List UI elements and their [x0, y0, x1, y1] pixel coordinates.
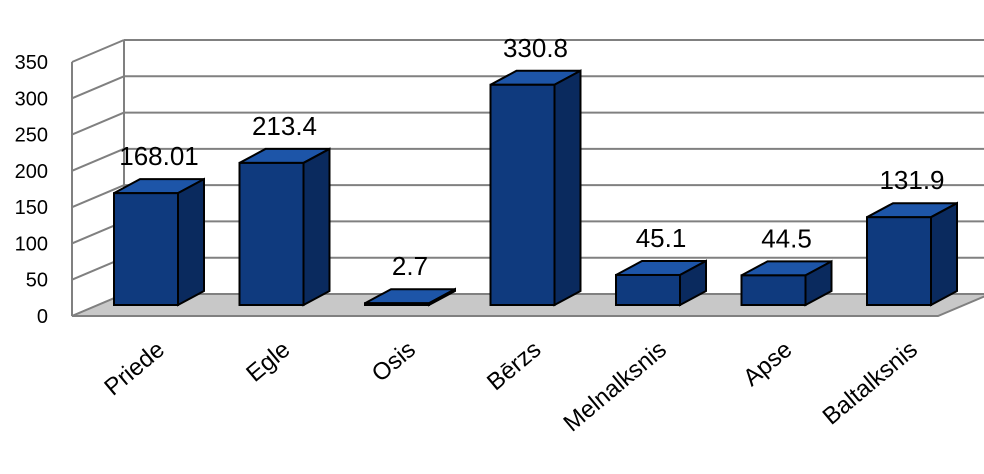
y-tick-label: 300 — [15, 88, 48, 110]
y-tick-label: 0 — [37, 306, 48, 328]
bar-front — [740, 274, 807, 306]
category-label: Melnalksnis — [558, 336, 671, 437]
bar-osis — [364, 287, 456, 307]
gridline-diagonal — [71, 147, 125, 172]
bar-side — [930, 201, 958, 307]
data-label: 330.8 — [503, 33, 568, 63]
category-label: Osis — [367, 336, 421, 388]
bar-front — [615, 273, 681, 307]
data-label: 44.5 — [761, 223, 812, 253]
bar-egle — [238, 147, 331, 307]
category-labels: Priede Egle Osis Bērzs Melnalksnis Apse Baltal… — [99, 336, 922, 437]
data-label: 213.4 — [252, 111, 317, 141]
data-label: 168.01 — [119, 141, 199, 171]
y-tick-label: 200 — [15, 161, 48, 183]
gridline-diagonal — [71, 111, 125, 136]
data-label: 2.7 — [392, 251, 428, 281]
bar-front — [113, 192, 179, 306]
bar-front — [364, 302, 430, 307]
y-tick-label: 50 — [26, 270, 48, 292]
y-tick-label: 350 — [15, 52, 48, 74]
bars — [113, 69, 958, 307]
bar-front — [238, 161, 305, 306]
bar-side — [302, 147, 331, 307]
bar-melnalksnis — [615, 259, 707, 307]
bar-priede — [113, 177, 205, 307]
bar-baltalksnis — [866, 201, 958, 307]
bar-bērzs — [489, 69, 582, 307]
gridline-diagonal — [71, 75, 125, 100]
y-tick-label: 250 — [15, 125, 48, 147]
gridline-diagonal — [71, 39, 125, 63]
y-tick-label: 150 — [15, 197, 48, 219]
bar-front — [489, 83, 556, 307]
category-label: Priede — [99, 336, 169, 401]
data-labels: 168.01 213.4 2.7 330.8 45.1 44.5 131.9 — [119, 33, 944, 281]
y-axis-ticks: 0 50 100 150 200 250 300 350 — [15, 52, 48, 328]
category-label: Bērzs — [482, 336, 546, 396]
data-label: 131.9 — [879, 165, 944, 195]
bar-side — [553, 69, 582, 307]
bar-side — [177, 177, 205, 307]
bar-apse — [740, 259, 833, 307]
data-label: 45.1 — [636, 223, 687, 253]
gridline-diagonal — [71, 184, 125, 209]
category-label: Baltalksnis — [818, 336, 923, 430]
category-label: Egle — [241, 336, 295, 388]
category-label: Apse — [738, 336, 797, 392]
bar-front — [866, 216, 932, 307]
y-tick-label: 100 — [15, 233, 48, 255]
